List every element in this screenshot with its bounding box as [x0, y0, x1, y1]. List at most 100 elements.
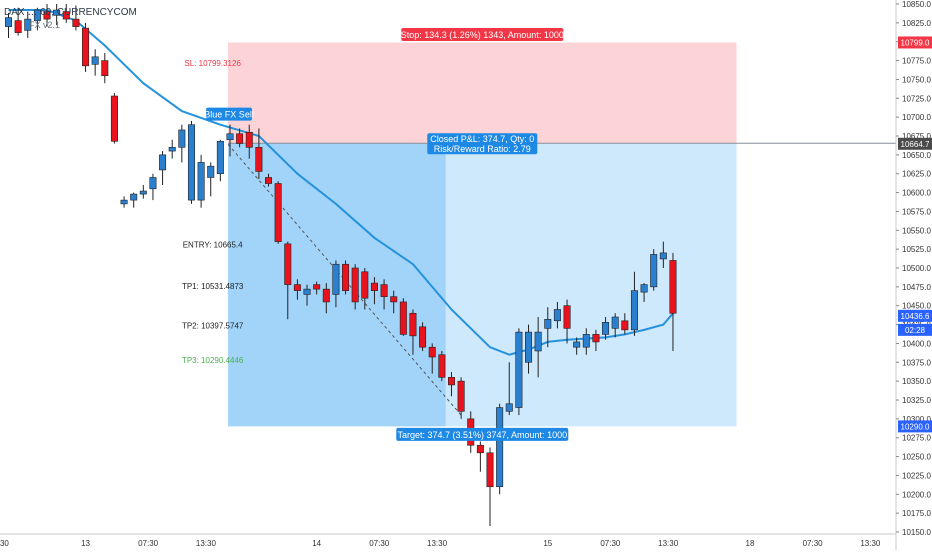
candle	[91, 49, 99, 76]
candle-body	[515, 331, 523, 408]
candle-body	[573, 341, 581, 348]
candle	[216, 139, 224, 182]
candle-body	[332, 263, 340, 295]
candle-body	[650, 254, 658, 288]
candle	[650, 249, 658, 291]
candle-body	[149, 177, 157, 190]
price-label-text: 10799.0	[901, 38, 930, 47]
y-tick-label: 10550.0	[902, 226, 931, 235]
candle	[120, 196, 128, 208]
target-label: Target: 374.7 (3.51%) 3747, Amount: 1000	[397, 430, 567, 440]
tp2-label: TP2: 10397.5747	[182, 321, 244, 330]
candle	[370, 277, 378, 305]
candle	[226, 124, 234, 157]
candle	[293, 279, 301, 300]
pnl-box	[427, 133, 538, 155]
x-tick-label: 13:30	[860, 539, 881, 548]
candle	[573, 337, 581, 355]
x-tick-label: 07:30	[600, 539, 621, 548]
candle-body	[303, 288, 311, 295]
candle-body	[351, 267, 359, 303]
candle	[255, 128, 263, 179]
pnl-text: Closed P&L: 374.7, Qty: 0	[430, 134, 534, 144]
candle-body	[130, 193, 138, 201]
y-tick-label: 10625.0	[902, 170, 931, 179]
candle	[33, 7, 41, 31]
y-tick-label: 10350.0	[902, 377, 931, 386]
candle	[486, 447, 494, 526]
candle	[72, 5, 80, 31]
candle	[322, 283, 330, 314]
price-label: 02:28	[898, 323, 932, 336]
candle	[409, 309, 417, 355]
candle	[428, 343, 436, 374]
candle-body	[120, 199, 128, 205]
price-label: 10436.6	[898, 309, 932, 322]
candle	[168, 139, 176, 159]
candle	[284, 241, 292, 320]
candle	[447, 372, 455, 397]
candle-body	[399, 301, 407, 335]
candle	[611, 313, 619, 338]
price-label-box	[898, 137, 932, 150]
price-label-box	[898, 36, 932, 49]
candle	[399, 298, 407, 336]
candle	[419, 322, 427, 351]
y-tick-label: 10675.0	[902, 132, 931, 141]
candle-body	[390, 296, 398, 303]
candle	[438, 350, 446, 382]
price-label-text: 10290.0	[901, 422, 930, 431]
candle-body	[43, 11, 51, 20]
y-tick-label: 10850.0	[902, 0, 931, 9]
stop-label: Stop: 134.3 (1.26%) 1343, Amount: 1000	[401, 30, 564, 40]
y-tick-label: 10525.0	[902, 245, 931, 254]
x-tick-label: 15	[543, 539, 552, 548]
candle	[149, 173, 157, 201]
y-tick-label: 10175.0	[902, 509, 931, 518]
price-label: 10799.0	[898, 36, 932, 49]
candle-body	[159, 154, 167, 171]
candle	[197, 154, 205, 208]
candle-body	[168, 147, 176, 152]
candle-body	[207, 165, 215, 178]
candle-body	[53, 9, 61, 16]
candle-body	[101, 60, 109, 76]
target-label-tag: Target: 374.7 (3.51%) 3747, Amount: 1000	[396, 427, 569, 441]
candle-body	[245, 131, 253, 148]
candle-body	[322, 288, 330, 303]
signal-label-tag: Blue FX Sell	[204, 107, 254, 121]
candle	[659, 241, 667, 268]
candle-body	[592, 334, 600, 343]
candle-body	[457, 380, 465, 412]
candle-body	[236, 133, 244, 144]
tp1-label: TP1: 10531.4873	[182, 282, 244, 291]
candle-body	[640, 284, 648, 293]
candle-body	[659, 252, 667, 260]
candle	[630, 271, 638, 336]
symbol-title: DAX … 60, CURRENCYCOM	[4, 7, 137, 18]
candle	[130, 192, 138, 208]
price-label-box	[898, 323, 932, 336]
candle	[669, 252, 677, 351]
candle-body	[62, 11, 70, 20]
y-tick-label: 10725.0	[902, 94, 931, 103]
candle	[24, 11, 32, 38]
candle-body	[110, 95, 118, 142]
candle	[380, 279, 388, 310]
x-tick-label: 07:30	[803, 539, 824, 548]
candle-body	[544, 318, 552, 329]
candle	[303, 284, 311, 306]
candle	[592, 329, 600, 351]
candle-body	[582, 334, 590, 348]
candle	[496, 403, 504, 495]
candle-body	[370, 282, 378, 291]
y-tick-label: 10700.0	[902, 113, 931, 122]
price-label: 10290.0	[898, 420, 932, 433]
candle-body	[24, 18, 32, 31]
candle	[582, 328, 590, 355]
candle	[274, 181, 282, 244]
candle-body	[525, 331, 533, 363]
